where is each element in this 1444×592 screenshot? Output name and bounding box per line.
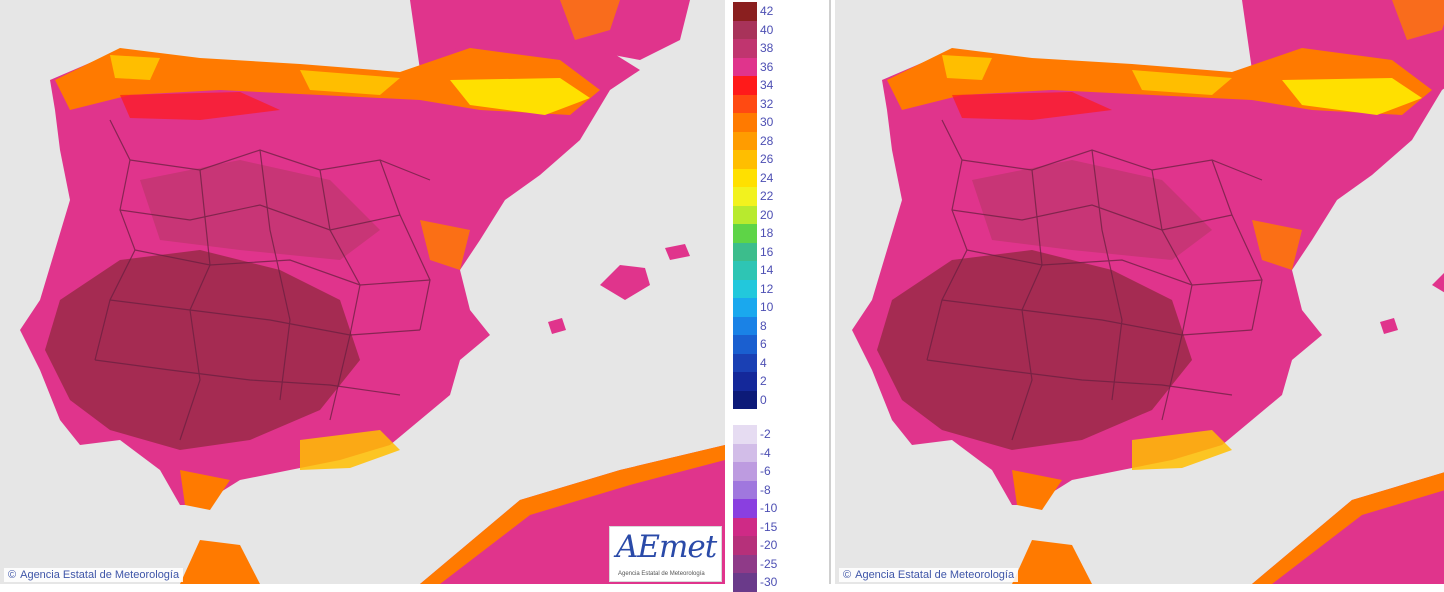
legend-swatch <box>733 298 757 317</box>
legend-label: 22 <box>760 189 774 203</box>
legend-label: -10 <box>760 501 778 515</box>
legend-swatch <box>733 390 757 409</box>
legend-swatch <box>733 261 757 280</box>
temperature-map-left <box>19 0 725 584</box>
legend-label: -20 <box>760 538 778 552</box>
legend-label: 42 <box>760 4 774 18</box>
legend-label: -25 <box>760 556 778 571</box>
legend-label: 10 <box>760 300 774 314</box>
legend-label: -15 <box>760 519 778 534</box>
legend-swatch <box>733 39 757 58</box>
legend-label: -6 <box>760 464 771 478</box>
legend-swatch <box>733 113 757 132</box>
legend-swatch <box>733 536 757 555</box>
legend-label: 38 <box>760 41 774 55</box>
legend-swatch <box>733 76 757 95</box>
legend-swatch <box>733 131 757 150</box>
legend-swatch <box>733 2 757 21</box>
aemet-logo-mark: AEmet <box>616 529 717 565</box>
credit-left: © Agencia Estatal de Meteorología <box>4 568 184 582</box>
legend-label: 30 <box>760 115 774 129</box>
temperature-legend: 42 40 38 36 34 32 30 28 26 24 22 20 18 16 14 12 10 8 6 4 2 0-… <box>731 0 779 592</box>
legend-label: 16 <box>760 244 774 259</box>
legend-label: 18 <box>760 226 774 240</box>
legend-label: -4 <box>760 445 771 460</box>
legend-label: 26 <box>760 152 774 166</box>
legend-swatch <box>733 279 757 298</box>
legend-label: 24 <box>760 170 774 185</box>
legend-swatch <box>733 242 757 261</box>
aemet-logo: AEmet Agencia Estatal de Meteorología <box>609 526 722 582</box>
legend-label: -8 <box>760 482 771 497</box>
legend-swatch <box>733 353 757 372</box>
aemet-logo-subtitle: Agencia Estatal de Meteorología <box>618 571 705 577</box>
legend-label: 8 <box>760 318 767 333</box>
legend-swatch <box>733 499 757 518</box>
legend-swatch <box>733 443 757 462</box>
legend-label: -2 <box>760 427 771 441</box>
legend-swatch <box>733 316 757 335</box>
credit-text: Agencia Estatal de Meteorología <box>855 569 1015 581</box>
legend-label: 4 <box>760 355 767 370</box>
credit-right: © Agencia Estatal de Meteorología <box>839 568 1019 582</box>
legend-label: 0 <box>760 392 767 407</box>
copyright-icon: © <box>8 569 17 581</box>
legend-swatch <box>733 573 757 592</box>
legend-label: 40 <box>760 22 774 37</box>
legend-label: 6 <box>760 337 767 351</box>
legend-swatch <box>733 554 757 573</box>
legend-swatch <box>733 517 757 536</box>
legend-swatch <box>733 187 757 206</box>
legend-swatch <box>733 224 757 243</box>
legend-label: 14 <box>760 263 774 277</box>
legend-label: 34 <box>760 78 774 92</box>
legend-label: 36 <box>760 59 774 74</box>
legend-label: 28 <box>760 133 774 148</box>
legend-label: 2 <box>760 374 767 388</box>
map-panel-left: © Agencia Estatal de Meteorología AEmet A… <box>0 0 725 584</box>
legend-swatch <box>733 94 757 113</box>
legend-swatch <box>733 480 757 499</box>
legend-label: 12 <box>760 281 774 296</box>
legend-swatch <box>733 462 757 481</box>
legend-swatch <box>733 335 757 354</box>
legend-swatch <box>733 150 757 169</box>
panel-divider <box>829 0 831 584</box>
legend-swatch <box>733 205 757 224</box>
map-panel-right: © Agencia Estatal de Meteorología <box>835 0 1444 584</box>
legend-swatch <box>733 20 757 39</box>
copyright-icon: © <box>843 569 852 581</box>
legend-label: 32 <box>760 96 774 111</box>
temperature-map-right <box>851 0 1444 584</box>
credit-text: Agencia Estatal de Meteorología <box>20 569 180 581</box>
legend-swatch <box>733 425 757 444</box>
legend-label: -30 <box>760 575 778 589</box>
legend-swatch <box>733 372 757 391</box>
legend-label: 20 <box>760 207 774 222</box>
legend-swatch <box>733 57 757 76</box>
legend-swatch <box>733 168 757 187</box>
